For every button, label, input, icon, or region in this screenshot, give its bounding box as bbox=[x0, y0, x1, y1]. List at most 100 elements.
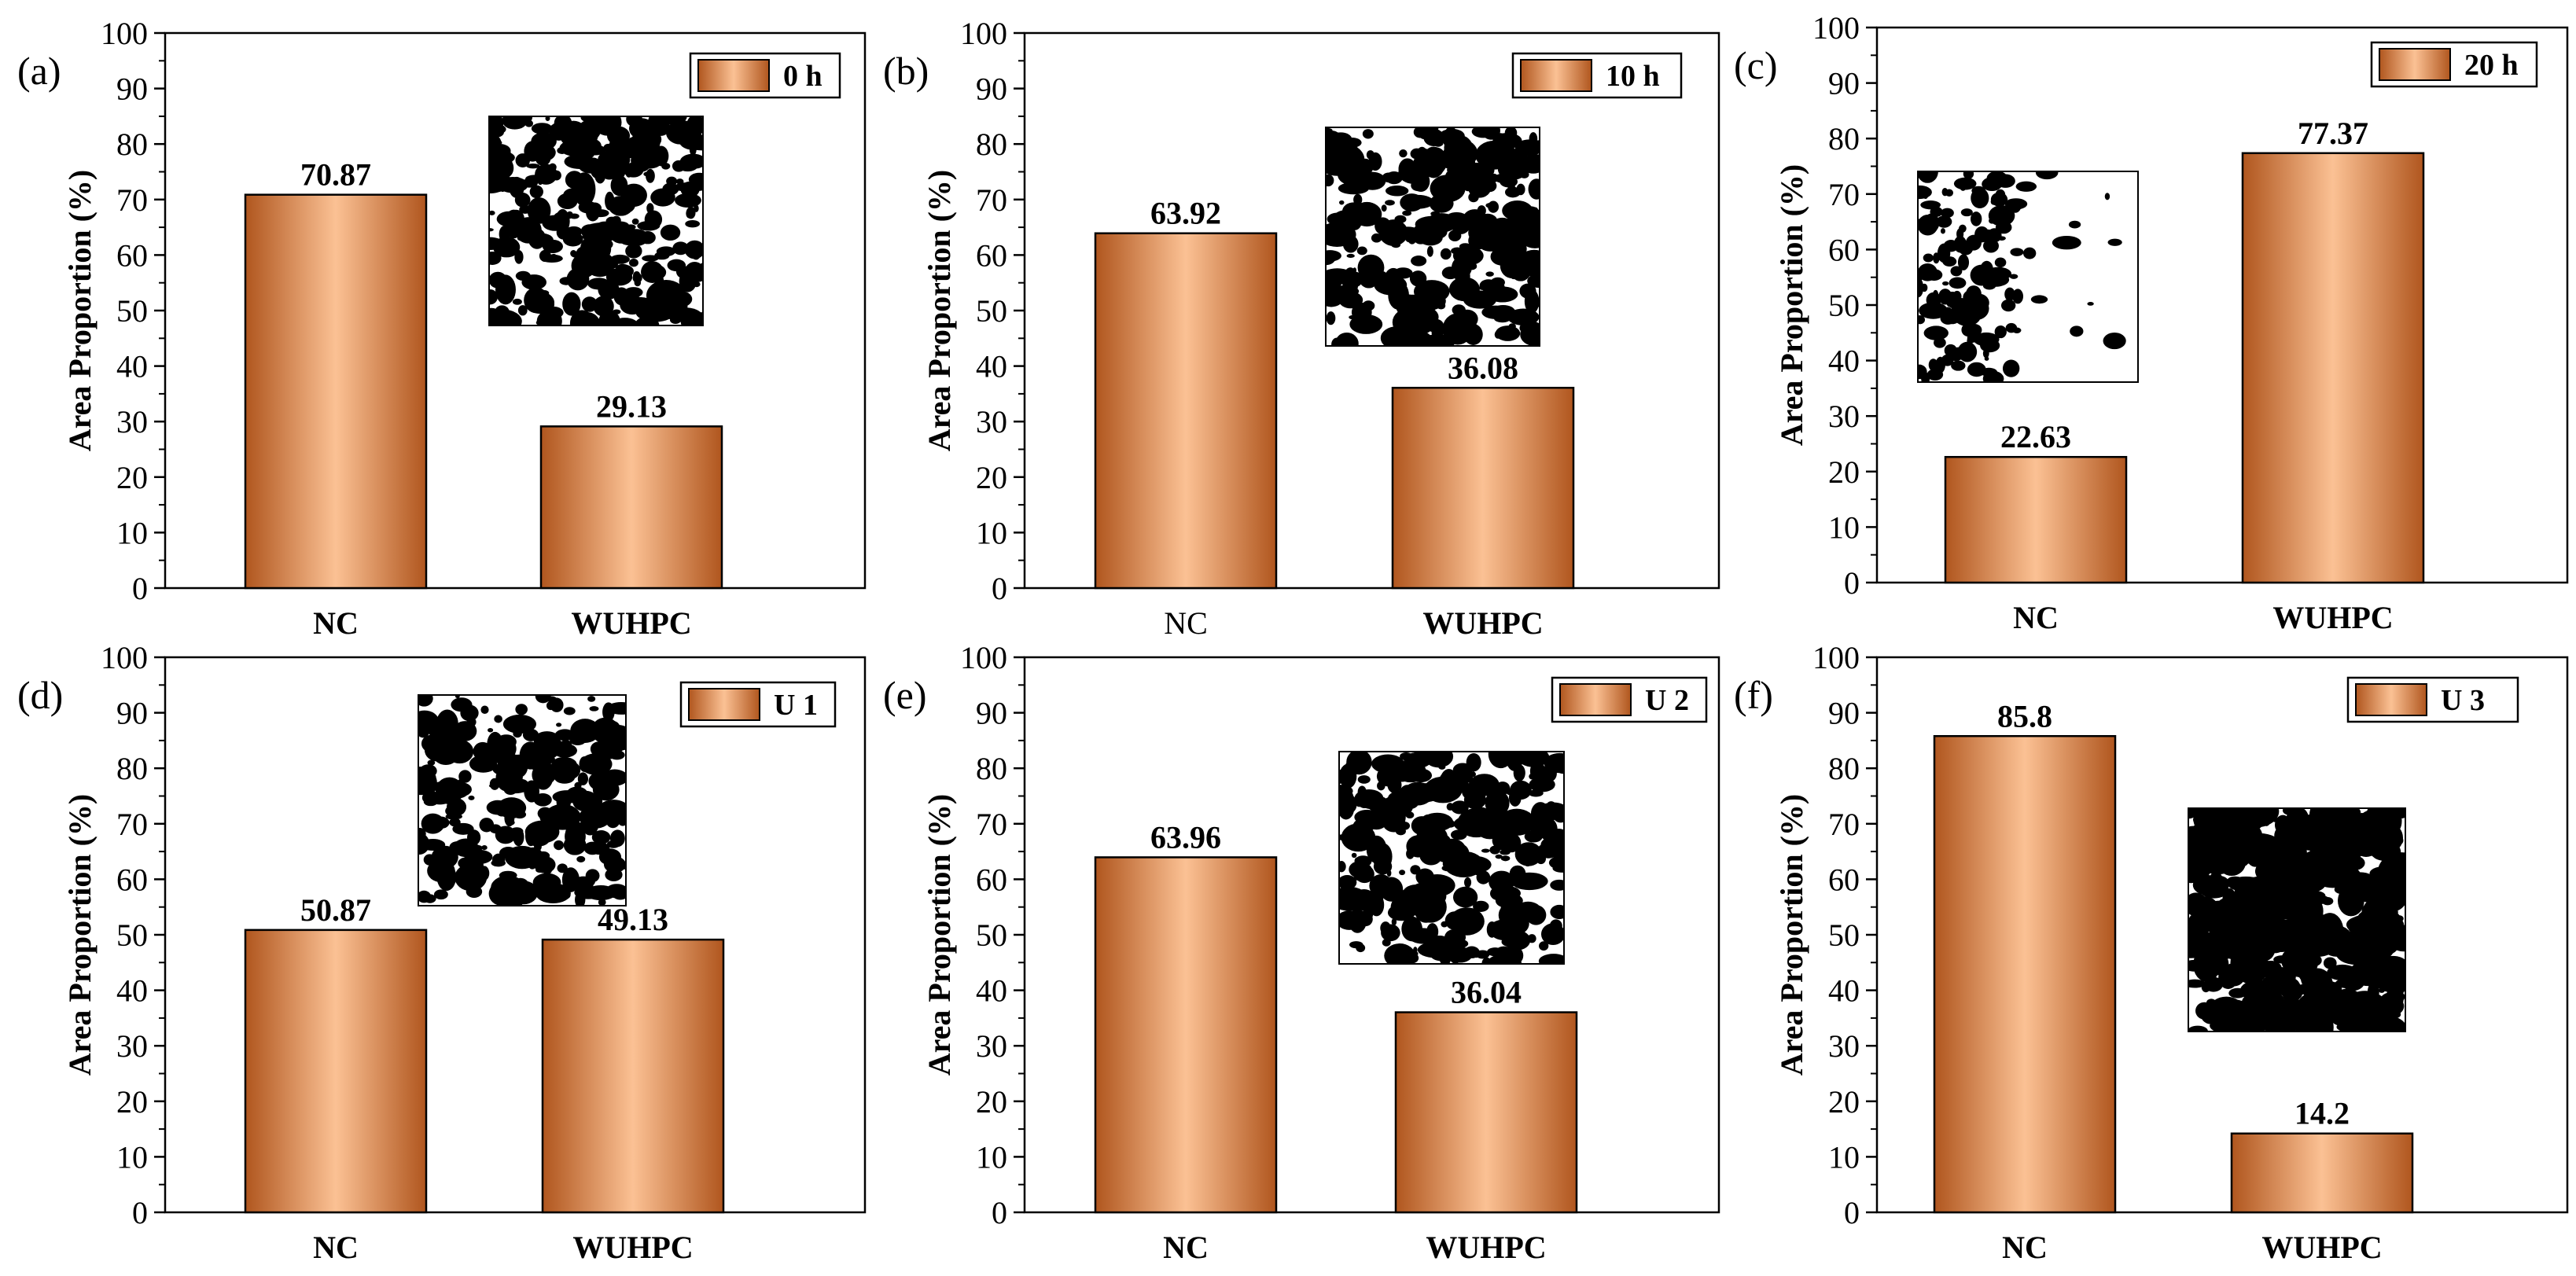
y-tick-label: 90 bbox=[116, 696, 148, 731]
y-tick-label: 70 bbox=[976, 807, 1007, 842]
bar-value-label: 63.96 bbox=[1150, 819, 1221, 855]
inset-blobs bbox=[1918, 171, 2126, 382]
x-category-label: NC bbox=[1164, 605, 1208, 641]
y-tick-label: 10 bbox=[1828, 1139, 1860, 1175]
panel-label: (f) bbox=[1734, 673, 1773, 717]
y-tick-label: 60 bbox=[976, 862, 1007, 897]
y-tick-label: 60 bbox=[116, 237, 148, 273]
bar-wuhpc bbox=[1391, 387, 1575, 590]
y-tick-label: 10 bbox=[976, 1139, 1007, 1175]
bar-value-label: 36.04 bbox=[1451, 975, 1522, 1010]
legend-label: U 2 bbox=[1645, 684, 1689, 717]
inset-blobs bbox=[1326, 127, 1540, 346]
legend-swatch bbox=[1520, 59, 1592, 92]
y-tick-label: 80 bbox=[116, 751, 148, 786]
legend-swatch bbox=[697, 59, 770, 92]
y-tick-label: 50 bbox=[976, 293, 1007, 329]
panel-label: (a) bbox=[17, 49, 61, 93]
y-axis-title: Area Proportion (%) bbox=[922, 794, 957, 1076]
y-tick-label: 100 bbox=[960, 640, 1007, 675]
y-tick-label: 90 bbox=[976, 696, 1007, 731]
y-tick-label: 20 bbox=[116, 460, 148, 495]
y-tick-label: 90 bbox=[1828, 66, 1860, 101]
y-tick-label: 60 bbox=[116, 862, 148, 897]
bar-value-label: 77.37 bbox=[2298, 116, 2368, 151]
chart-panel-2: (c) 0 10 20 30 40 50 60 70 80 90 100 Area Proportion… bbox=[1734, 10, 2569, 635]
y-tick-label: 70 bbox=[976, 182, 1007, 218]
bar-wuhpc bbox=[541, 938, 725, 1214]
inset-border bbox=[488, 116, 704, 326]
y-tick-label: 10 bbox=[1828, 509, 1860, 545]
y-tick-label: 60 bbox=[1828, 862, 1860, 897]
y-tick-label: 20 bbox=[1828, 454, 1860, 490]
y-tick-label: 30 bbox=[116, 1028, 148, 1064]
inset-micrograph-image bbox=[1338, 751, 1565, 965]
x-category-label: NC bbox=[313, 1230, 359, 1265]
bar-value-label: 70.87 bbox=[300, 157, 371, 193]
inset-micrograph-image bbox=[418, 694, 627, 906]
bar-value-label: 22.63 bbox=[2000, 419, 2071, 454]
x-category-label: WUHPC bbox=[2261, 1230, 2382, 1265]
bar-value-label: 85.8 bbox=[1997, 698, 2052, 734]
inset-border bbox=[1917, 171, 2139, 383]
legend-swatch bbox=[2355, 683, 2427, 716]
bar-nc bbox=[244, 193, 428, 590]
x-category-label: NC bbox=[2013, 600, 2059, 635]
bar-value-label: 36.08 bbox=[1448, 350, 1518, 385]
legend-swatch bbox=[1559, 683, 1632, 716]
inset-border bbox=[418, 694, 627, 906]
y-axis-title: Area Proportion (%) bbox=[922, 170, 957, 451]
y-tick-label: 70 bbox=[116, 807, 148, 842]
y-tick-label: 20 bbox=[116, 1084, 148, 1120]
bar-value-label: 50.87 bbox=[300, 892, 371, 928]
legend-swatch bbox=[688, 688, 760, 721]
legend-label: 0 h bbox=[783, 60, 822, 93]
y-tick-label: 20 bbox=[1828, 1084, 1860, 1120]
inset-border bbox=[1325, 127, 1540, 347]
chart-panel-0: (a) 0 10 20 30 40 50 60 70 80 90 100 Area Proportion… bbox=[17, 16, 867, 641]
bar-value-label: 49.13 bbox=[598, 902, 668, 937]
y-tick-label: 30 bbox=[116, 404, 148, 439]
y-tick-label: 40 bbox=[116, 349, 148, 384]
y-tick-label: 80 bbox=[976, 751, 1007, 786]
y-tick-label: 70 bbox=[1828, 807, 1860, 842]
y-axis-title: Area Proportion (%) bbox=[1774, 794, 1809, 1076]
chart-panel-3: (d) 0 10 20 30 40 50 60 70 80 90 100 Area Proportion… bbox=[17, 640, 867, 1265]
inset-micrograph-image bbox=[1325, 127, 1540, 347]
y-tick-label: 40 bbox=[1828, 973, 1860, 1009]
inset-micrograph-image bbox=[2188, 807, 2406, 1032]
y-tick-label: 10 bbox=[116, 515, 148, 550]
y-tick-label: 100 bbox=[1812, 640, 1860, 675]
y-tick-label: 10 bbox=[116, 1139, 148, 1175]
y-tick-label: 0 bbox=[1844, 1195, 1860, 1230]
x-category-label: WUHPC bbox=[1426, 1230, 1546, 1265]
bar-nc bbox=[1094, 856, 1278, 1214]
legend-label: U 3 bbox=[2441, 684, 2485, 717]
y-tick-label: 40 bbox=[1828, 344, 1860, 379]
y-tick-label: 0 bbox=[132, 1195, 148, 1230]
y-tick-label: 30 bbox=[976, 404, 1007, 439]
y-tick-label: 10 bbox=[976, 515, 1007, 550]
x-category-label: NC bbox=[1163, 1230, 1209, 1265]
x-category-label: NC bbox=[313, 605, 359, 641]
legend-label: U 1 bbox=[774, 689, 818, 722]
y-tick-label: 50 bbox=[1828, 917, 1860, 953]
y-tick-label: 80 bbox=[1828, 751, 1860, 786]
panel-label: (e) bbox=[883, 673, 927, 717]
bar-value-label: 29.13 bbox=[596, 388, 667, 424]
panel-label: (c) bbox=[1734, 43, 1778, 87]
bar-nc bbox=[1933, 735, 2117, 1214]
y-tick-label: 50 bbox=[976, 917, 1007, 953]
bar-value-label: 63.92 bbox=[1150, 196, 1221, 231]
bar-nc bbox=[1944, 455, 2128, 584]
y-tick-label: 70 bbox=[116, 182, 148, 218]
bar-value-label: 14.2 bbox=[2294, 1096, 2350, 1131]
x-category-label: WUHPC bbox=[1422, 605, 1543, 641]
y-tick-label: 60 bbox=[976, 237, 1007, 273]
y-tick-label: 100 bbox=[1812, 10, 1860, 46]
y-axis-title: Area Proportion (%) bbox=[1774, 164, 1809, 446]
panel-label: (d) bbox=[17, 673, 63, 717]
y-tick-label: 90 bbox=[976, 72, 1007, 107]
